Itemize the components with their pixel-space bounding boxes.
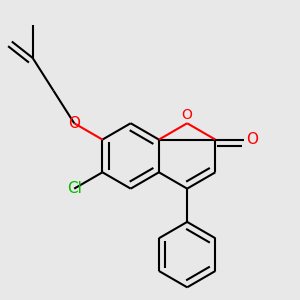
Text: O: O	[68, 116, 80, 131]
Text: O: O	[182, 108, 193, 122]
Text: O: O	[247, 132, 259, 147]
Text: Cl: Cl	[67, 181, 82, 196]
